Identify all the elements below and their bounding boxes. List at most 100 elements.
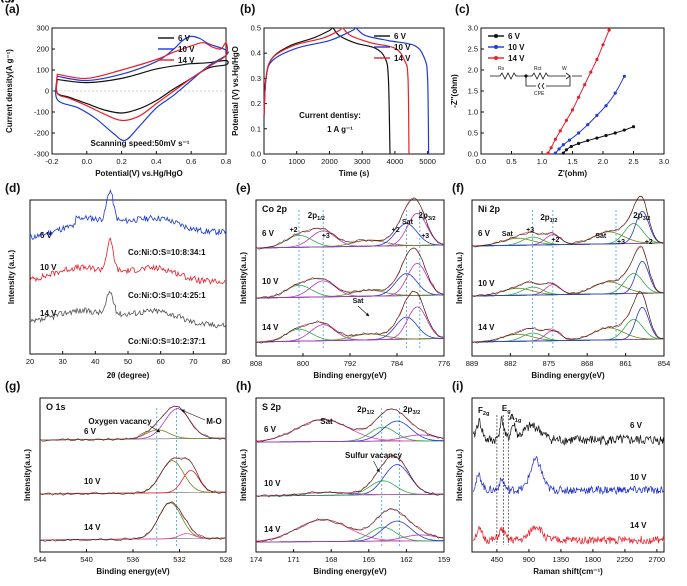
fit-component: [256, 419, 444, 442]
y-tick-label: 0.2: [251, 99, 261, 108]
sample-label: 10 V: [262, 277, 279, 286]
x-tick-label: 2700: [649, 555, 666, 564]
eis-point: [546, 151, 550, 155]
panel-title: Co 2p: [262, 204, 288, 214]
eis-point: [607, 28, 611, 32]
plot-frame: [471, 397, 665, 553]
y-tick-label: -200: [34, 129, 49, 138]
x-tick-label: 1.0: [537, 157, 547, 166]
x-tick-label: 1000: [288, 157, 305, 166]
x-tick-label: 0.0: [476, 157, 486, 166]
panel-d: (d) 20 30 40 50 60 70 80 2θ (degree) Intensity (a…: [5, 181, 230, 380]
fit-component: [472, 306, 665, 343]
panel-h: (h) 174 171 168 165 162 159 Binding energy(eV) I…: [0, 0, 450, 576]
eis-point: [613, 131, 617, 135]
peak-label: 2p3/2: [419, 211, 436, 222]
y-tick-label: 1.5: [468, 87, 478, 96]
x-tick-label: 0: [262, 157, 266, 166]
circuit-label: CPE: [534, 91, 545, 97]
x-tick-label: 540: [80, 555, 93, 564]
x-tick-label: 0.0: [82, 157, 92, 166]
raw-data: [255, 455, 444, 498]
fit-component: [256, 273, 444, 299]
y-tick-label: 0.3: [251, 74, 261, 83]
x-tick-label: 2.0: [598, 157, 608, 166]
x-tick-label: 800: [297, 359, 310, 368]
x-tick-label: 165: [363, 555, 376, 564]
composition-ratio: Co:Ni:O:S=10:2:37:1: [128, 337, 206, 346]
eis-curve-10V: [555, 76, 625, 154]
panel-title: O 1s: [46, 402, 66, 412]
fit-component: [256, 262, 445, 299]
y-tick-label: 1.0: [468, 108, 478, 117]
eis-point: [601, 43, 605, 47]
raw-data: [471, 246, 664, 297]
eis-point: [595, 136, 599, 140]
y-tick-label: 300: [36, 24, 49, 33]
panel-letter: (e): [236, 181, 251, 195]
peak-label: +3: [322, 233, 330, 240]
sample-label: 6 V: [478, 229, 491, 238]
y-axis-label: Potential (V) vs.Hg/HgO: [231, 46, 240, 136]
peak-label: +3: [526, 227, 534, 234]
x-tick-label: -0.2: [46, 157, 59, 166]
x-tick-label: 0.5: [506, 157, 516, 166]
raw-data: [471, 290, 664, 344]
x-tick-label: 450: [491, 555, 504, 564]
envelope: [255, 247, 445, 299]
annotation: Sulfur vacancy: [345, 451, 402, 460]
plot-frame: [255, 397, 445, 553]
x-tick-label: 532: [173, 555, 186, 564]
x-tick-label: 544: [34, 555, 47, 564]
fit-component: [256, 520, 444, 543]
plot-frame: [255, 199, 445, 357]
envelope: [255, 291, 445, 343]
raman-curve-6V: [473, 415, 665, 447]
panel-letter: (i): [452, 379, 463, 393]
eis-point: [595, 113, 599, 117]
x-tick-label: 50: [124, 357, 132, 366]
peak-label: Eg: [502, 404, 511, 415]
y-axis-label: Intensity (a.u.): [7, 250, 16, 305]
x-tick-label: 4000: [387, 157, 404, 166]
x-tick-label: 80: [222, 357, 230, 366]
raw-data: [255, 197, 444, 250]
annotation: M-O: [206, 417, 222, 426]
x-tick-label: 1800: [585, 555, 602, 564]
peak-label: 2p1/2: [540, 213, 557, 224]
cv-curve-6V: [55, 59, 229, 114]
x-tick-label: 854: [658, 359, 671, 368]
annotation-arrow: [181, 409, 206, 421]
x-tick-label: 3000: [354, 157, 371, 166]
eis-point: [595, 57, 599, 62]
x-tick-label: 536: [127, 555, 140, 564]
eis-point: [577, 141, 581, 146]
fit-component: [256, 212, 445, 249]
plot-frame: [471, 199, 665, 357]
legend-label: 10 V: [508, 43, 525, 52]
gcd-curve-10V: [263, 27, 430, 155]
fit-component: [256, 324, 444, 343]
gcd-curve-14V: [263, 27, 410, 155]
legend-label: 6 V: [178, 34, 191, 43]
sample-label: 10 V: [84, 477, 101, 486]
y-axis-label: Intensity(a.u.): [455, 252, 464, 304]
peak-label: +2: [290, 227, 298, 234]
y-tick-label: 0: [45, 87, 49, 96]
y-tick-label: -100: [34, 108, 49, 117]
x-tick-label: 0.6: [186, 157, 196, 166]
raw-data: [39, 456, 226, 496]
eis-curve-6V: [562, 126, 634, 154]
y-tick-label: 0.4: [251, 49, 261, 58]
y-tick-label: 0.1: [251, 124, 261, 133]
panel-a: (a) -0.2 0.0 0.2 0.4 0.6 0.8 -300 -200 -100 0 100 20…: [5, 2, 231, 178]
panel-letter: (a): [5, 2, 20, 16]
peak-label: Sat: [320, 417, 333, 426]
sample-label: 6 V: [262, 229, 275, 238]
sample-label: 14 V: [264, 525, 281, 534]
panel-i: (i) 450 900 1350 1800 2250 2700 Raman shift(cm⁻…: [452, 379, 665, 576]
peak-label: +3: [421, 233, 429, 240]
peak-label: 2p3/2: [633, 211, 650, 222]
panel-g: (g) 544 540 536 532 528 Binding energy(eV) Inte…: [0, 0, 232, 576]
plot-frame: [29, 199, 227, 355]
